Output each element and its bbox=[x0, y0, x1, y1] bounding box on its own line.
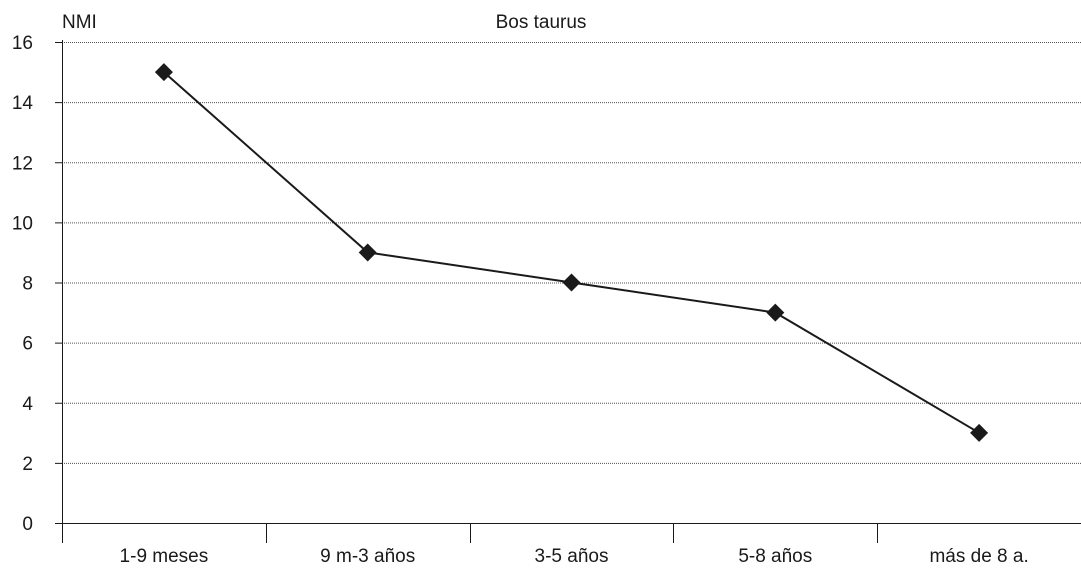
x-tick-label-0: 1-9 meses bbox=[120, 546, 209, 567]
y-tick-label-14: 14 bbox=[12, 93, 34, 114]
data-point-3 bbox=[766, 303, 785, 322]
series-group bbox=[154, 63, 989, 442]
y-tick-label-8: 8 bbox=[22, 274, 33, 295]
y-tick-label-10: 10 bbox=[12, 213, 33, 234]
axes bbox=[62, 40, 1081, 543]
x-tick-label-4: más de 8 a. bbox=[929, 546, 1028, 567]
data-point-4 bbox=[970, 423, 989, 442]
y-tick-label-0: 0 bbox=[22, 514, 33, 535]
x-tick-label-2: 3-5 años bbox=[535, 546, 609, 567]
data-point-1 bbox=[358, 243, 377, 262]
x-ticks: 1-9 meses 9 m-3 años 3-5 años 5-8 años más d… bbox=[120, 523, 1029, 567]
x-tick-label-1: 9 m-3 años bbox=[320, 546, 415, 567]
y-tick-label-2: 2 bbox=[22, 454, 33, 475]
gridlines bbox=[62, 42, 1081, 464]
y-tick-label-16: 16 bbox=[12, 33, 33, 54]
y-ticks: 0 2 4 6 8 10 12 14 16 bbox=[12, 33, 62, 535]
y-axis-label: NMI bbox=[62, 12, 97, 33]
x-tick-label-3: 5-8 años bbox=[738, 546, 812, 567]
chart-title: Bos taurus bbox=[496, 12, 587, 33]
y-tick-label-12: 12 bbox=[12, 153, 33, 174]
series-line-0 bbox=[163, 71, 980, 434]
data-point-2 bbox=[562, 273, 581, 292]
data-point-0 bbox=[154, 63, 173, 82]
y-tick-label-6: 6 bbox=[22, 334, 33, 355]
y-tick-label-4: 4 bbox=[22, 394, 33, 415]
